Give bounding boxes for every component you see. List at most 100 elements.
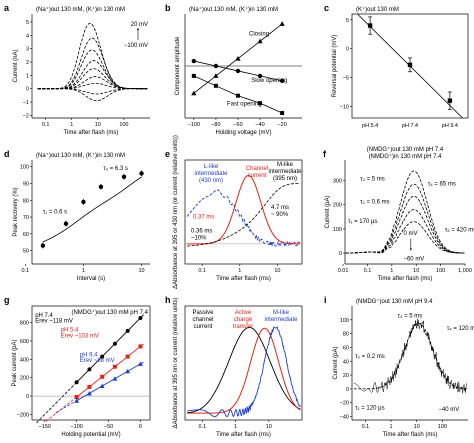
- circle-marker: [279, 78, 285, 84]
- x-tick-label: 1: [70, 122, 73, 128]
- x-tick-label: 100: [436, 268, 445, 274]
- y-tick-label: 4: [26, 33, 29, 39]
- data-point: [407, 62, 413, 68]
- x-tick-label: −80: [211, 122, 220, 128]
- data-point: [138, 344, 143, 349]
- fit-trace: [353, 322, 467, 390]
- data-point: [100, 354, 105, 359]
- x-category-label: pH 9.4: [442, 123, 458, 129]
- current-trace: [37, 68, 148, 90]
- black-tau2-label: 4.7 ms ~ 90%: [271, 205, 289, 218]
- panel-letter: h: [165, 295, 171, 305]
- triangle-marker: [279, 21, 285, 26]
- y-axis-label: Current (nA): [13, 49, 19, 82]
- y-tick-label: 20: [343, 373, 349, 379]
- y-tick-label: 0: [26, 87, 29, 93]
- panel-a: 0.1 1 10 100 −2 −1 0 1 2 3 4 5 Time after flash (ms)…: [4, 3, 150, 136]
- voltage-0-label: 0 mV: [403, 231, 417, 237]
- y-tick-label: 100: [20, 165, 29, 171]
- panel-title: (Na⁺)out 130 mM, (K⁺)in 130 mM: [36, 152, 125, 159]
- m-intermediate-label: M-like intermediate (395 nm): [268, 162, 302, 182]
- x-tick-label: −20: [277, 122, 286, 128]
- x-category-label: pH 5.4: [362, 123, 378, 129]
- current-trace: [345, 221, 465, 254]
- data-point: [112, 364, 117, 369]
- tau3-label: τ₃ = 5 ms: [360, 177, 385, 183]
- fit-curve: [42, 176, 142, 243]
- data-point: [138, 361, 143, 366]
- y-tick-label: −2: [23, 113, 29, 119]
- data-point: [112, 376, 118, 381]
- tau1-label: τ₁ = 120 μs: [355, 406, 384, 412]
- panel-title: (NMDG⁺)out 130 mM pH 9.4: [356, 298, 433, 305]
- y-axis-label: Current (pA): [333, 346, 339, 379]
- data-point: [87, 367, 92, 372]
- data-point: [125, 328, 130, 333]
- data-point: [125, 368, 131, 374]
- label-line: ~ 90%: [271, 212, 289, 218]
- x-tick-label: 0.1: [42, 122, 50, 128]
- y-tick-label: −1: [23, 100, 29, 106]
- y-tick-label: −5: [343, 76, 349, 82]
- voltage-label: −40 mV: [438, 407, 459, 413]
- panel-title: (K⁺)out 130 mM: [356, 6, 399, 13]
- x-tick-label: 1: [390, 268, 393, 274]
- fit-line: [76, 314, 144, 383]
- label-line: Channel: [246, 166, 268, 172]
- label-line: M-like: [277, 162, 294, 168]
- y-axis-label: Peak recovery (%): [13, 187, 19, 236]
- x-tick-label: 0.1: [22, 268, 30, 274]
- x-tick-label: 0.1: [199, 424, 207, 430]
- series-label: Slow opening: [251, 78, 287, 84]
- triangle-marker: [235, 55, 241, 61]
- x-tick-label: 100: [438, 424, 447, 430]
- current-trace: [37, 88, 148, 102]
- x-tick-label: 10: [274, 268, 280, 274]
- triangle-marker: [191, 90, 197, 96]
- passive-channel-trace: [187, 326, 301, 414]
- tau2-label: τ₂ = 6.3 s: [103, 166, 128, 172]
- current-trace: [37, 76, 148, 90]
- circle-marker: [213, 63, 219, 69]
- panel-letter: d: [4, 149, 10, 159]
- y-axis-label: Peak current (pA): [12, 339, 18, 386]
- x-tick-label: 0.1: [364, 268, 372, 274]
- x-tick-label: −50: [104, 424, 113, 430]
- tau4-label: τ₄ = 65 ms: [428, 181, 456, 187]
- y-tick-label: 60: [23, 232, 29, 238]
- label-line: current: [248, 173, 267, 179]
- y-tick-label: 5: [346, 18, 349, 24]
- x-tick-label: 10: [138, 268, 144, 274]
- panel-letter: i: [324, 295, 327, 305]
- extrapolation-line: [36, 382, 77, 424]
- series-label: pH 9.4: [80, 353, 98, 359]
- active-charge-trace: [187, 327, 301, 414]
- label-line: charge: [234, 317, 253, 323]
- panel-letter: e: [165, 149, 170, 159]
- panel-title: (NMDG⁺)out 130 mM pH 7.4: [367, 146, 444, 153]
- x-tick-label: 0.01: [338, 268, 349, 274]
- x-tick-label: 10: [95, 122, 101, 128]
- circle-marker: [257, 73, 263, 79]
- y-tick-label: −10: [340, 104, 349, 110]
- m-intermediate-trace: [187, 183, 301, 247]
- y-tick-label: 0: [346, 47, 349, 53]
- m-intermediate-trace: [187, 326, 301, 418]
- y-tick-label: 3: [26, 47, 29, 53]
- data-point: [74, 395, 79, 400]
- red-tau-label: 0.37 ms: [193, 214, 214, 220]
- x-axis-label: Time after flash (ms): [216, 432, 271, 438]
- label-line: intermediate: [264, 317, 298, 323]
- label-line: 4.7 ms: [271, 205, 289, 211]
- panel-title: (Na⁺)out 130 mM, (K⁺)in 130 mM: [189, 6, 278, 13]
- data-point: [87, 390, 92, 396]
- x-tick-label: −100: [70, 424, 82, 430]
- current-trace: [37, 22, 148, 90]
- data-point: [74, 380, 79, 385]
- triangle-marker: [257, 38, 263, 44]
- panel-d: 0.1 1 10 50 60 70 80 90 100 Interval (s) Peak reco…: [4, 149, 150, 282]
- plot-frame: [184, 305, 303, 421]
- panel-c: −10 −5 0 5 Reversal potential (mV) c (K⁺)out 1…: [324, 3, 469, 129]
